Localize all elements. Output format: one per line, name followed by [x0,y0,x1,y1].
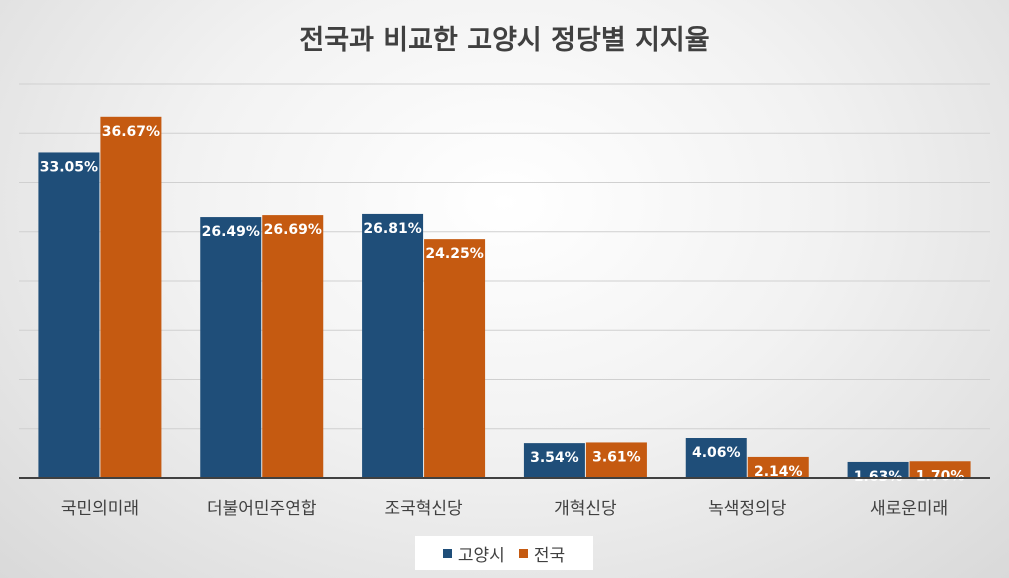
data-label: 3.54% [530,450,579,466]
data-label: 36.67% [102,124,160,140]
legend-label: 전국 [533,545,566,566]
bar-goyang [523,443,585,478]
bar-goyang [38,152,100,478]
legend-swatch [518,548,528,558]
legend-label: 고양시 [457,545,505,566]
legend-swatch [442,548,452,558]
bars [38,116,971,479]
bar-national [585,442,647,478]
data-label: 3.61% [592,449,641,465]
category-label: 조국혁신당 [384,499,463,519]
data-label: 24.25% [425,246,483,262]
bar-national [747,456,809,478]
category-label: 국민의미래 [61,499,139,519]
bar-national [424,239,486,478]
data-label: 1.63% [854,469,903,485]
value-labels: 33.05% 36.67% 26.49% 26.69% 26.81%24.25% 3.54… [40,124,965,485]
data-label: 26.49% [202,224,260,240]
data-label: 26.69% [264,222,322,238]
category-label: 녹색정의당 [708,499,787,519]
category-label: 개혁신당 [554,499,617,519]
data-label: 33.05% [40,159,98,175]
data-label: 2.14% [754,464,803,480]
data-label: 4.06% [692,445,741,461]
data-label: 1.70% [916,468,965,484]
bar-national [909,461,971,478]
data-label: 26.81% [363,221,421,237]
gridlines [19,83,990,430]
category-label: 새로운미래 [870,499,948,519]
bar-national [100,116,162,478]
bar-goyang [200,217,262,479]
legend: 고양시 전국 [415,536,593,570]
bar-goyang [362,213,424,478]
category-label: 더불어민주연합 [207,499,317,519]
category-labels: 국민의미래 더불어민주연합 조국혁신당 개혁신당 녹색정의당 새로운미래 [61,499,948,519]
bar-goyang [847,461,909,478]
legend-item-series-0: 고양시 [442,541,505,566]
chart-title: 전국과 비교한 고양시 정당별 지지율 [299,25,710,56]
bar-goyang [685,438,747,478]
legend-item-series-1: 전국 [518,541,566,566]
bar-national [262,215,324,478]
